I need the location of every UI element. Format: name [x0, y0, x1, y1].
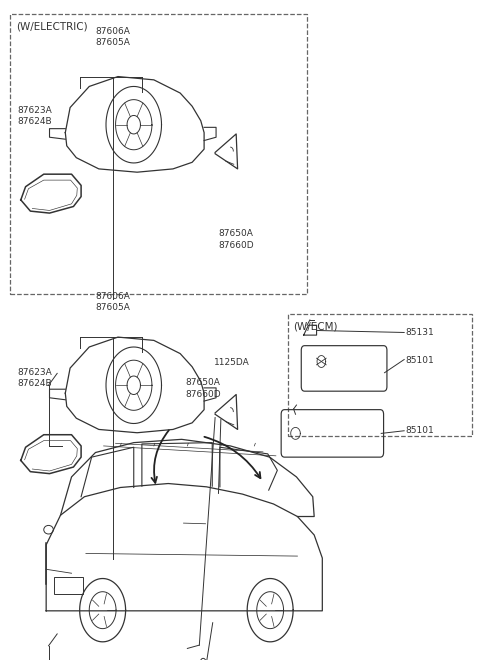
Bar [288, 314, 472, 436]
Text: 85101: 85101 [405, 426, 434, 435]
Text: 87623A
87624B: 87623A 87624B [17, 106, 52, 126]
Text: 87650A
87660D: 87650A 87660D [218, 229, 254, 249]
Text: 87623A
87624B: 87623A 87624B [17, 368, 52, 388]
Text: (W/ELECTRIC): (W/ELECTRIC) [16, 22, 88, 32]
Text: 87606A
87605A: 87606A 87605A [96, 27, 131, 47]
Text: 1125DA: 1125DA [214, 358, 250, 367]
Bar [10, 14, 307, 294]
Text: 87606A
87605A: 87606A 87605A [96, 292, 131, 312]
Text: 85101: 85101 [405, 356, 434, 365]
Bar [54, 577, 83, 594]
Text: 87650A
87660D: 87650A 87660D [185, 379, 221, 399]
Text: 85131: 85131 [405, 328, 434, 337]
Text: (W/ECM): (W/ECM) [294, 322, 338, 332]
